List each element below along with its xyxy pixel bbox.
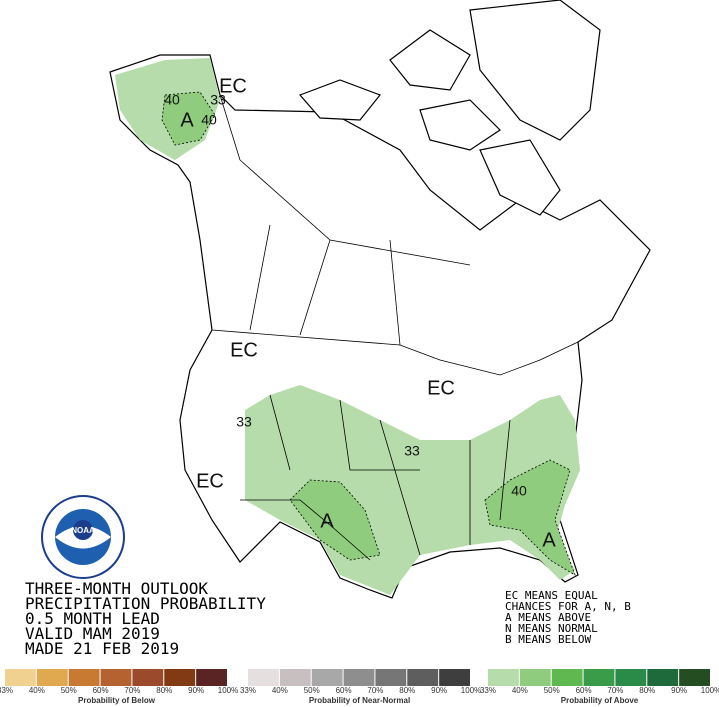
colorbar-tick-label: 70% [367, 686, 383, 695]
colorbar-swatch [68, 669, 100, 686]
colorbar-tick-label: 60% [93, 686, 109, 695]
colorbar-swatch [343, 669, 375, 686]
colorbar-swatch [164, 669, 196, 686]
greenland [469, 0, 601, 141]
baffin-island [479, 139, 561, 216]
note-line: B MEANS BELOW [505, 633, 591, 646]
green-areas [115, 58, 580, 595]
colorbar-tick-label: 90% [431, 686, 447, 695]
colorbar-tick-label: 100% [701, 686, 719, 695]
colorbar-swatch [5, 669, 36, 686]
colorbar-swatch [647, 669, 679, 686]
colorbars: 33% 40% 50% 60% 70% 80% 90% 100% Probability of … [0, 669, 719, 705]
colorbar-tick-label: 50% [61, 686, 77, 695]
map-label: A [542, 529, 556, 551]
colorbar-swatch [519, 669, 551, 686]
colorbar-tick-label: 40% [512, 686, 528, 695]
colorbar-swatch [36, 669, 68, 686]
title-line: THREE-MONTH OUTLOOK [25, 579, 208, 598]
map-label: A [320, 510, 334, 532]
colorbar-swatch [375, 669, 407, 686]
arctic-island [389, 29, 471, 91]
colorbar-tick-label: 100% [461, 686, 481, 695]
colorbar-tick-label: 33% [240, 686, 256, 695]
map-label: EC [427, 377, 455, 399]
colorbar-tick-label: 33% [0, 686, 13, 695]
colorbar-swatch [311, 669, 343, 686]
colorbar-tick-label: 50% [304, 686, 320, 695]
map-label: 33 [210, 92, 226, 108]
note-line: N MEANS NORMAL [505, 622, 598, 635]
note-line: A MEANS ABOVE [505, 611, 591, 624]
colorbar-tick-label: 80% [156, 686, 172, 695]
title-line: VALID MAM 2019 [25, 624, 160, 643]
noaa-logo: NOAA [41, 495, 125, 579]
colorbar-tick-label: 90% [671, 686, 687, 695]
arctic-island [298, 79, 381, 121]
above-40-texas [289, 479, 381, 561]
colorbar-swatch [132, 669, 164, 686]
map-label: 33 [236, 414, 252, 430]
colorbar-caption: Probability of Above [561, 696, 639, 705]
us-mexico-border [240, 499, 371, 561]
title-line: PRECIPITATION PROBABILITY [25, 594, 266, 613]
colorbar-swatch [583, 669, 615, 686]
arctic-island [419, 99, 501, 151]
above-40-alaska [161, 91, 216, 146]
colorbar-tick-label: 100% [218, 686, 238, 695]
colorbar-swatch [439, 669, 470, 686]
colorbar-caption: Probability of Near-Normal [309, 696, 410, 705]
colorbar-tick-label: 70% [607, 686, 623, 695]
colorbar-tick-label: 33% [480, 686, 496, 695]
province-lines [239, 159, 471, 346]
map-label: A [180, 109, 194, 131]
colorbar-tick-label: 80% [639, 686, 655, 695]
above-40-southeast [484, 459, 576, 576]
map-label: 40 [201, 112, 217, 128]
colorbar-swatch [279, 669, 311, 686]
colorbar-swatch [551, 669, 583, 686]
map-label: 40 [164, 92, 180, 108]
state-lines [269, 394, 511, 556]
colorbar-tick-label: 40% [272, 686, 288, 695]
colorbar-swatch [100, 669, 132, 686]
colorbar-swatch [248, 669, 279, 686]
colorbar-tick-label: 40% [29, 686, 45, 695]
colorbar-tick-label: 60% [336, 686, 352, 695]
colorbar-swatch [679, 669, 710, 686]
map-label: EC [230, 339, 258, 361]
map-label: 33 [404, 443, 420, 459]
colorbar-caption: Probability of Below [78, 696, 156, 705]
us-canada-border [211, 329, 579, 376]
colorbar-tick-label: 70% [124, 686, 140, 695]
colorbar-swatch [488, 669, 519, 686]
map-label: EC [196, 470, 224, 492]
title-line: MADE 21 FEB 2019 [25, 639, 179, 658]
note-line: EC MEANS EQUAL [505, 589, 598, 602]
map-label: EC [219, 75, 247, 97]
borders [211, 94, 579, 561]
alaska-border [219, 94, 241, 161]
title-line: 0.5 MONTH LEAD [25, 609, 160, 628]
colorbar-swatch [196, 669, 227, 686]
colorbar-tick-label: 60% [576, 686, 592, 695]
colorbar-tick-label: 50% [544, 686, 560, 695]
colorbar-swatch [615, 669, 647, 686]
colorbar-swatch [407, 669, 439, 686]
colorbar-tick-label: 90% [188, 686, 204, 695]
map-label: 40 [511, 483, 527, 499]
note-line: CHANCES FOR A, N, B [505, 600, 631, 613]
svg-text:NOAA: NOAA [71, 526, 95, 535]
colorbar-tick-label: 80% [399, 686, 415, 695]
